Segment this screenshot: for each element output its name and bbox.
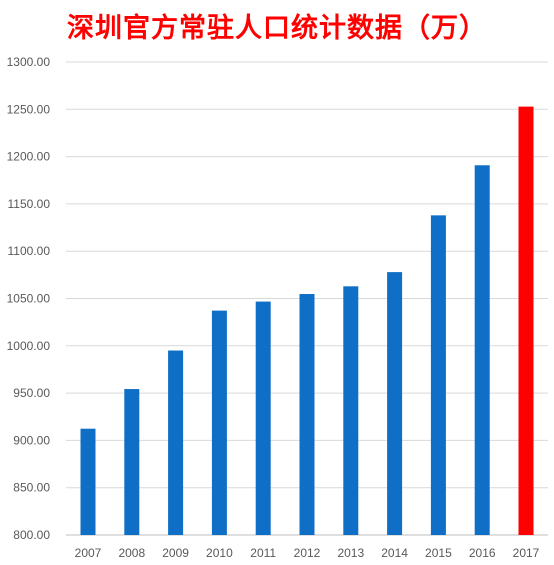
- x-tick-label: 2007: [75, 546, 102, 560]
- x-tick-label: 2016: [469, 546, 496, 560]
- bar-2012: [299, 294, 315, 535]
- y-tick-label: 1000.00: [7, 339, 51, 353]
- x-tick-label: 2012: [294, 546, 321, 560]
- y-tick-label: 800.00: [13, 528, 50, 542]
- x-tick-label: 2010: [206, 546, 233, 560]
- y-tick-label: 950.00: [13, 386, 50, 400]
- bar-2009: [168, 350, 184, 535]
- y-tick-label: 1300.00: [7, 55, 51, 69]
- x-axis-ticks: 2007 2008 2009 2010 2011 2012 2013 2014 2015 2016…: [75, 546, 540, 560]
- bar-2008: [124, 389, 140, 535]
- x-tick-label: 2017: [513, 546, 540, 560]
- bar-2010: [211, 310, 227, 535]
- y-tick-label: 850.00: [13, 481, 50, 495]
- x-tick-label: 2013: [337, 546, 364, 560]
- y-tick-label: 1200.00: [7, 150, 51, 164]
- bar-2016: [474, 165, 490, 535]
- bar-2013: [343, 286, 359, 535]
- bars: [80, 106, 534, 536]
- y-tick-label: 1250.00: [7, 102, 51, 116]
- y-tick-label: 900.00: [13, 433, 50, 447]
- y-tick-label: 1050.00: [7, 292, 51, 306]
- x-tick-label: 2011: [250, 546, 276, 560]
- y-tick-label: 1100.00: [8, 244, 51, 258]
- bar-2014: [387, 272, 403, 535]
- bar-2015: [430, 215, 446, 535]
- y-axis-ticks: 800.00 850.00 900.00 950.00 1000.00 1050.00 11…: [7, 55, 51, 542]
- y-tick-label: 1150.00: [8, 197, 51, 211]
- x-tick-label: 2008: [118, 546, 145, 560]
- x-tick-label: 2009: [162, 546, 189, 560]
- chart-title: 深圳官方常驻人口统计数据（万）: [67, 13, 487, 44]
- bar-2007: [80, 428, 96, 535]
- bar-2011: [255, 301, 271, 535]
- bar-2017: [518, 106, 534, 536]
- x-tick-label: 2014: [381, 546, 408, 560]
- x-tick-label: 2015: [425, 546, 452, 560]
